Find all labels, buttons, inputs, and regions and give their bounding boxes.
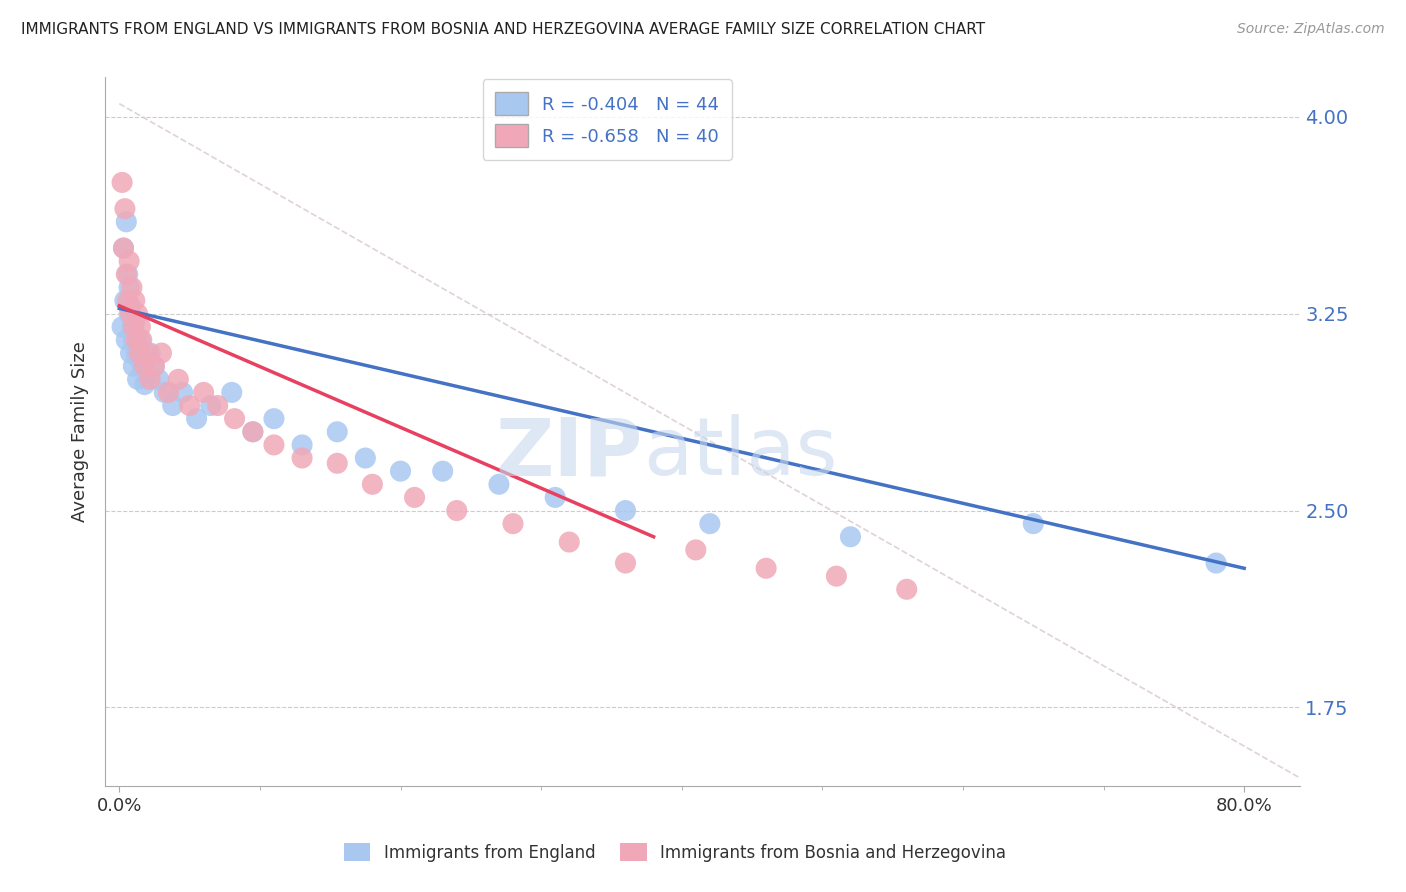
Point (124, 293, 146, 308)
Y-axis label: Average Family Size: Average Family Size (72, 342, 89, 522)
Point (127, 307, 149, 321)
Point (143, 359, 166, 374)
Point (111, 176, 134, 190)
Point (242, 425, 264, 439)
Point (200, 399, 222, 413)
Point (685, 542, 707, 557)
Point (432, 464, 454, 478)
Point (136, 372, 159, 386)
Text: IMMIGRANTS FROM ENGLAND VS IMMIGRANTS FROM BOSNIA AND HERZEGOVINA AVERAGE FAMILY: IMMIGRANTS FROM ENGLAND VS IMMIGRANTS FR… (21, 22, 986, 37)
Point (207, 399, 229, 413)
Point (242, 425, 264, 439)
Point (193, 385, 215, 400)
Point (389, 464, 412, 478)
Point (120, 299, 142, 313)
Point (143, 359, 166, 374)
Point (131, 359, 153, 374)
Point (221, 385, 243, 400)
Point (120, 346, 142, 360)
Point (263, 438, 285, 452)
Point (128, 351, 150, 366)
Point (118, 307, 141, 321)
Point (544, 491, 567, 505)
Legend: Immigrants from England, Immigrants from Bosnia and Herzegovina: Immigrants from England, Immigrants from… (335, 835, 1015, 871)
Point (153, 385, 176, 400)
Text: atlas: atlas (643, 414, 838, 492)
Point (326, 425, 349, 439)
Point (115, 215, 138, 229)
Point (896, 582, 918, 597)
Point (139, 346, 162, 360)
Point (128, 346, 150, 360)
Text: ZIP: ZIP (496, 414, 643, 492)
Point (614, 503, 637, 517)
Point (131, 333, 153, 347)
Point (179, 399, 201, 413)
Point (404, 491, 426, 505)
Point (117, 268, 139, 282)
Point (114, 202, 136, 216)
Point (699, 516, 721, 531)
Point (129, 319, 152, 334)
Point (326, 456, 349, 470)
Point (122, 319, 145, 334)
Point (134, 377, 156, 392)
Point (150, 346, 173, 360)
Point (755, 561, 778, 575)
Point (129, 333, 152, 347)
Point (263, 411, 285, 425)
Point (839, 530, 862, 544)
Point (125, 346, 148, 360)
Point (354, 450, 377, 465)
Point (117, 293, 139, 308)
Point (127, 372, 149, 386)
Text: Source: ZipAtlas.com: Source: ZipAtlas.com (1237, 22, 1385, 37)
Point (111, 319, 134, 334)
Point (502, 516, 524, 531)
Point (162, 399, 184, 413)
Point (121, 319, 143, 334)
Point (120, 307, 142, 321)
Point (488, 477, 510, 491)
Point (291, 438, 314, 452)
Point (1022, 516, 1045, 531)
Point (115, 268, 138, 282)
Point (1205, 556, 1227, 570)
Point (148, 372, 170, 386)
Point (124, 314, 146, 328)
Point (172, 385, 194, 400)
Point (118, 280, 141, 294)
Point (291, 450, 314, 465)
Point (157, 385, 180, 400)
Point (114, 293, 136, 308)
Point (122, 359, 145, 374)
Point (446, 503, 468, 517)
Point (558, 535, 581, 549)
Point (361, 477, 384, 491)
Point (224, 411, 246, 425)
Point (136, 346, 159, 360)
Point (112, 241, 135, 255)
Point (118, 254, 141, 268)
Point (122, 333, 145, 347)
Point (186, 411, 208, 425)
Point (125, 333, 148, 347)
Point (121, 280, 143, 294)
Point (825, 569, 848, 583)
Point (112, 241, 135, 255)
Legend: R = -0.404   N = 44, R = -0.658   N = 40: R = -0.404 N = 44, R = -0.658 N = 40 (482, 79, 733, 160)
Point (134, 359, 156, 374)
Point (115, 333, 138, 347)
Point (167, 372, 190, 386)
Point (139, 372, 162, 386)
Point (614, 556, 637, 570)
